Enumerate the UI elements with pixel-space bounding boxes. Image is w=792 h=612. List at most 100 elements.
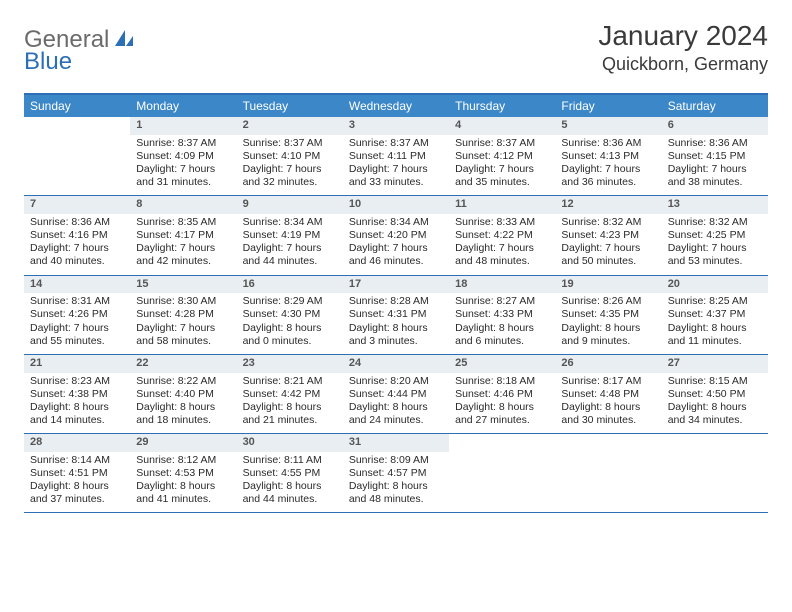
sunset-text: Sunset: 4:53 PM [136,467,230,480]
day-number [24,117,130,135]
day-cell [555,434,661,512]
sunset-text: Sunset: 4:51 PM [30,467,124,480]
dow-header-cell: Wednesday [343,95,449,117]
day-number: 26 [555,355,661,373]
page-title: January 2024 [598,20,768,52]
day-number: 1 [130,117,236,135]
day-body: Sunrise: 8:09 AMSunset: 4:57 PMDaylight:… [343,452,449,513]
day-body: Sunrise: 8:34 AMSunset: 4:19 PMDaylight:… [237,214,343,275]
day-cell: 30Sunrise: 8:11 AMSunset: 4:55 PMDayligh… [237,434,343,512]
day-number: 28 [24,434,130,452]
daylight-text-1: Daylight: 8 hours [668,322,762,335]
week-row: 21Sunrise: 8:23 AMSunset: 4:38 PMDayligh… [24,355,768,434]
daylight-text-2: and 40 minutes. [30,255,124,268]
day-number: 17 [343,276,449,294]
day-number: 13 [662,196,768,214]
day-cell: 12Sunrise: 8:32 AMSunset: 4:23 PMDayligh… [555,196,661,274]
sunrise-text: Sunrise: 8:37 AM [349,137,443,150]
daylight-text-2: and 42 minutes. [136,255,230,268]
sunrise-text: Sunrise: 8:15 AM [668,375,762,388]
daylight-text-1: Daylight: 7 hours [561,242,655,255]
daylight-text-1: Daylight: 7 hours [349,242,443,255]
daylight-text-1: Daylight: 8 hours [561,401,655,414]
sunrise-text: Sunrise: 8:34 AM [243,216,337,229]
dow-header-cell: Monday [130,95,236,117]
dow-header-cell: Tuesday [237,95,343,117]
daylight-text-1: Daylight: 7 hours [136,322,230,335]
calendar-page: General January 2024 Quickborn, Germany … [0,0,792,533]
daylight-text-2: and 37 minutes. [30,493,124,506]
day-body: Sunrise: 8:33 AMSunset: 4:22 PMDaylight:… [449,214,555,275]
daylight-text-2: and 14 minutes. [30,414,124,427]
sunset-text: Sunset: 4:44 PM [349,388,443,401]
daylight-text-2: and 35 minutes. [455,176,549,189]
daylight-text-2: and 24 minutes. [349,414,443,427]
sunrise-text: Sunrise: 8:30 AM [136,295,230,308]
sunset-text: Sunset: 4:48 PM [561,388,655,401]
daylight-text-2: and 53 minutes. [668,255,762,268]
day-body: Sunrise: 8:36 AMSunset: 4:13 PMDaylight:… [555,135,661,196]
sunset-text: Sunset: 4:16 PM [30,229,124,242]
day-body: Sunrise: 8:25 AMSunset: 4:37 PMDaylight:… [662,293,768,354]
day-number: 29 [130,434,236,452]
daylight-text-1: Daylight: 8 hours [136,401,230,414]
daylight-text-1: Daylight: 8 hours [455,322,549,335]
daylight-text-2: and 31 minutes. [136,176,230,189]
sunset-text: Sunset: 4:19 PM [243,229,337,242]
sunset-text: Sunset: 4:17 PM [136,229,230,242]
daylight-text-1: Daylight: 7 hours [668,163,762,176]
sunset-text: Sunset: 4:09 PM [136,150,230,163]
sunrise-text: Sunrise: 8:32 AM [668,216,762,229]
day-cell: 21Sunrise: 8:23 AMSunset: 4:38 PMDayligh… [24,355,130,433]
day-cell: 27Sunrise: 8:15 AMSunset: 4:50 PMDayligh… [662,355,768,433]
sunset-text: Sunset: 4:33 PM [455,308,549,321]
daylight-text-2: and 34 minutes. [668,414,762,427]
day-body: Sunrise: 8:35 AMSunset: 4:17 PMDaylight:… [130,214,236,275]
sunset-text: Sunset: 4:40 PM [136,388,230,401]
day-cell: 15Sunrise: 8:30 AMSunset: 4:28 PMDayligh… [130,276,236,354]
daylight-text-2: and 48 minutes. [349,493,443,506]
day-number: 25 [449,355,555,373]
sunset-text: Sunset: 4:42 PM [243,388,337,401]
daylight-text-1: Daylight: 8 hours [30,401,124,414]
day-body: Sunrise: 8:37 AMSunset: 4:10 PMDaylight:… [237,135,343,196]
day-body [449,452,555,460]
sunrise-text: Sunrise: 8:17 AM [561,375,655,388]
daylight-text-2: and 27 minutes. [455,414,549,427]
day-body: Sunrise: 8:29 AMSunset: 4:30 PMDaylight:… [237,293,343,354]
daylight-text-2: and 33 minutes. [349,176,443,189]
dow-header-cell: Thursday [449,95,555,117]
day-cell: 16Sunrise: 8:29 AMSunset: 4:30 PMDayligh… [237,276,343,354]
dow-header-cell: Friday [555,95,661,117]
daylight-text-1: Daylight: 8 hours [349,480,443,493]
sunset-text: Sunset: 4:26 PM [30,308,124,321]
daylight-text-1: Daylight: 7 hours [136,163,230,176]
day-number: 6 [662,117,768,135]
daylight-text-2: and 38 minutes. [668,176,762,189]
daylight-text-1: Daylight: 7 hours [136,242,230,255]
sunset-text: Sunset: 4:35 PM [561,308,655,321]
daylight-text-2: and 44 minutes. [243,493,337,506]
sunset-text: Sunset: 4:25 PM [668,229,762,242]
daylight-text-2: and 50 minutes. [561,255,655,268]
sunrise-text: Sunrise: 8:25 AM [668,295,762,308]
sunset-text: Sunset: 4:11 PM [349,150,443,163]
daylight-text-1: Daylight: 8 hours [243,401,337,414]
day-number: 5 [555,117,661,135]
day-cell: 19Sunrise: 8:26 AMSunset: 4:35 PMDayligh… [555,276,661,354]
sunrise-text: Sunrise: 8:23 AM [30,375,124,388]
day-body [662,452,768,460]
day-body: Sunrise: 8:30 AMSunset: 4:28 PMDaylight:… [130,293,236,354]
sunrise-text: Sunrise: 8:28 AM [349,295,443,308]
day-number: 3 [343,117,449,135]
day-cell: 29Sunrise: 8:12 AMSunset: 4:53 PMDayligh… [130,434,236,512]
daylight-text-2: and 36 minutes. [561,176,655,189]
day-body [555,452,661,460]
daylight-text-1: Daylight: 7 hours [30,322,124,335]
daylight-text-2: and 6 minutes. [455,335,549,348]
daylight-text-1: Daylight: 8 hours [455,401,549,414]
sunset-text: Sunset: 4:30 PM [243,308,337,321]
day-number: 8 [130,196,236,214]
day-cell: 23Sunrise: 8:21 AMSunset: 4:42 PMDayligh… [237,355,343,433]
day-cell: 25Sunrise: 8:18 AMSunset: 4:46 PMDayligh… [449,355,555,433]
